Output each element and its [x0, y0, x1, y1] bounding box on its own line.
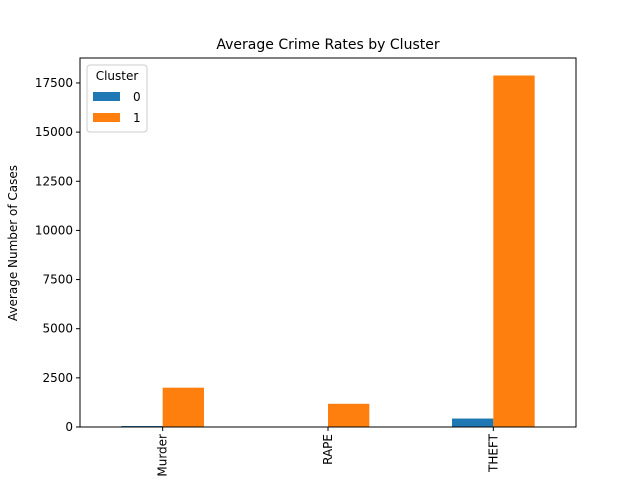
- x-tick-label-rape: RAPE: [321, 434, 335, 465]
- legend-label-0: 0: [133, 90, 141, 104]
- legend-swatch-0: [93, 92, 120, 101]
- bar-theft-series-0: [452, 419, 493, 427]
- bar-theft-series-1: [493, 75, 534, 427]
- legend-title: Cluster: [96, 69, 139, 83]
- bar-rape-series-1: [328, 404, 369, 427]
- bar-murder-series-1: [163, 388, 204, 427]
- y-tick-label: 0: [65, 420, 73, 434]
- y-tick-label: 10000: [35, 223, 73, 237]
- chart-title: Average Crime Rates by Cluster: [216, 37, 439, 53]
- y-tick-label: 12500: [35, 174, 73, 188]
- y-axis-label: Average Number of Cases: [6, 165, 20, 321]
- y-tick-label: 17500: [35, 76, 73, 90]
- y-tick-label: 15000: [35, 125, 73, 139]
- y-tick-label: 5000: [42, 322, 73, 336]
- legend: Cluster 0 1: [87, 65, 147, 132]
- legend-swatch-1: [93, 113, 120, 122]
- y-tick-label: 2500: [42, 371, 73, 385]
- y-tick-label: 7500: [42, 273, 73, 287]
- x-tick-label-murder: Murder: [156, 434, 170, 477]
- x-tick-label-theft: THEFT: [486, 433, 500, 473]
- legend-label-1: 1: [133, 111, 141, 125]
